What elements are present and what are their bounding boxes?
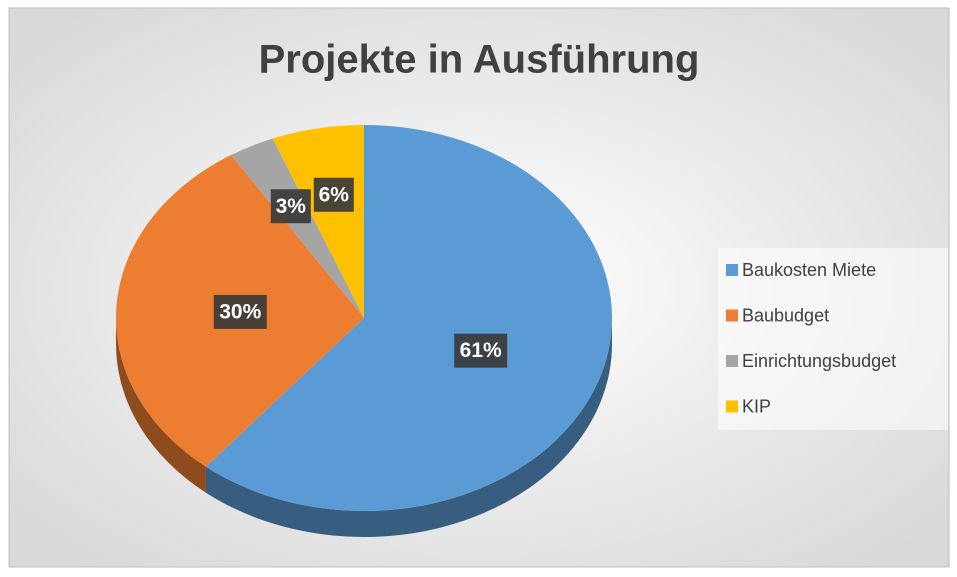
data-label-box [454, 333, 508, 368]
pie: 61% 30% 3% 6% [115, 125, 612, 537]
data-label: 30% [219, 300, 261, 323]
data-label: 61% [460, 339, 502, 362]
pie-slice [205, 125, 612, 512]
legend-label: Baukosten Miete [742, 260, 876, 280]
data-label-box [313, 177, 354, 212]
pie-slice [231, 138, 364, 318]
data-label: 3% [276, 195, 307, 218]
legend-label: KIP [742, 396, 771, 416]
chart-title: Projekte in Ausführung [259, 38, 700, 82]
legend-label: Baubudget [742, 305, 829, 325]
legend-box [718, 248, 948, 430]
legend-swatch [726, 264, 738, 276]
legend-swatch [726, 309, 738, 322]
pie-slice-side [116, 318, 206, 493]
legend: Baukosten Miete Baubudget Einrichtungsbudg… [726, 260, 896, 416]
pie-slice [272, 125, 364, 318]
legend-label: Einrichtungsbudget [742, 351, 896, 371]
legend-swatch [726, 400, 738, 413]
data-label-box [213, 294, 267, 329]
data-label: 6% [319, 183, 350, 206]
legend-swatch [726, 355, 738, 367]
pie-slice-side [205, 318, 612, 537]
data-label-box [270, 189, 311, 224]
